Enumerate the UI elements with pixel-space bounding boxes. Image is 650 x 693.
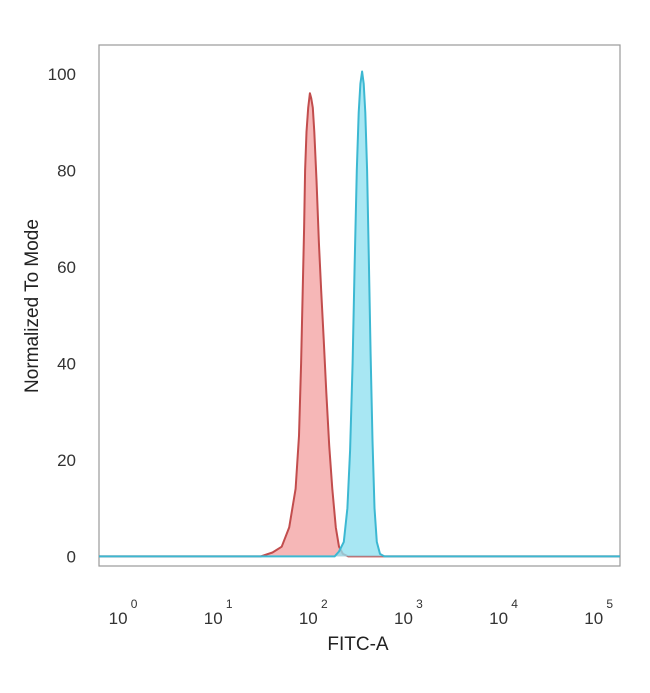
y-tick-label: 0 (67, 547, 76, 566)
x-tick-base: 10 (584, 609, 603, 628)
y-tick-label: 40 (57, 354, 76, 373)
x-tick-base: 10 (489, 609, 508, 628)
y-tick-label: 20 (57, 451, 76, 470)
histogram-outline-1 (99, 92, 620, 558)
x-tick-label: 104 (489, 597, 518, 628)
x-tick-exponent: 5 (606, 597, 613, 611)
x-tick-base: 10 (394, 609, 413, 628)
x-tick-exponent: 1 (226, 597, 233, 611)
x-tick-base: 10 (109, 609, 128, 628)
x-tick-base: 10 (204, 609, 223, 628)
x-tick-exponent: 3 (416, 597, 423, 611)
y-tick-label: 80 (57, 161, 76, 180)
y-tick-label: 60 (57, 258, 76, 277)
x-tick-exponent: 2 (321, 597, 328, 611)
x-tick-label: 105 (584, 597, 613, 628)
histogram-area-2 (99, 71, 620, 557)
x-tick-label: 103 (394, 597, 423, 628)
x-tick-exponent: 4 (511, 597, 518, 611)
histogram-outline-2 (99, 70, 620, 558)
x-tick-base: 10 (299, 609, 318, 628)
x-axis-label: FITC-A (327, 634, 389, 655)
y-tick-label: 100 (48, 65, 76, 84)
x-tick-label: 102 (299, 597, 328, 628)
y-axis-label: Normalized To Mode (22, 219, 43, 393)
x-tick-label: 101 (204, 597, 233, 628)
x-tick-exponent: 0 (131, 597, 138, 611)
x-tick-label: 100 (109, 597, 138, 628)
